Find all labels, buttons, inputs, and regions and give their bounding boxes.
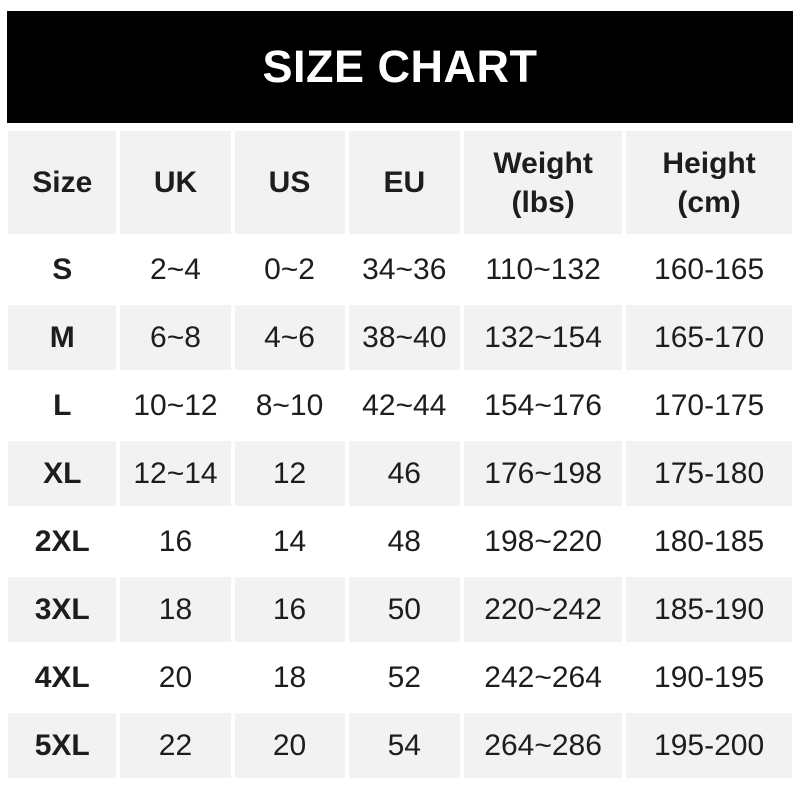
cell-us: 8~10: [234, 373, 345, 438]
cell-uk: 16: [120, 509, 231, 574]
cell-height: 170-175: [626, 373, 792, 438]
cell-size: 2XL: [8, 509, 117, 574]
cell-uk: 2~4: [120, 237, 231, 302]
table-row-l: L 10~12 8~10 42~44 154~176 170-175: [8, 373, 792, 438]
cell-weight: 154~176: [464, 373, 623, 438]
cell-height: 190-195: [626, 645, 792, 710]
cell-eu: 38~40: [348, 305, 461, 370]
header-row: Size UK US EU Weight (lbs) Height (cm): [8, 131, 792, 234]
size-chart-banner: SIZE CHART: [7, 11, 793, 123]
cell-eu: 54: [348, 713, 461, 778]
cell-uk: 18: [120, 577, 231, 642]
size-chart-table: Size UK US EU Weight (lbs) Height (cm) S…: [4, 128, 796, 781]
cell-eu: 48: [348, 509, 461, 574]
cell-weight: 176~198: [464, 441, 623, 506]
cell-us: 16: [234, 577, 345, 642]
cell-size: S: [8, 237, 117, 302]
cell-weight: 110~132: [464, 237, 623, 302]
table-row-m: M 6~8 4~6 38~40 132~154 165-170: [8, 305, 792, 370]
cell-uk: 22: [120, 713, 231, 778]
cell-us: 20: [234, 713, 345, 778]
cell-height: 160-165: [626, 237, 792, 302]
column-header-us: US: [234, 131, 345, 234]
cell-eu: 34~36: [348, 237, 461, 302]
size-chart-title: SIZE CHART: [262, 41, 538, 92]
cell-uk: 10~12: [120, 373, 231, 438]
cell-us: 4~6: [234, 305, 345, 370]
cell-size: XL: [8, 441, 117, 506]
cell-uk: 12~14: [120, 441, 231, 506]
cell-size: 5XL: [8, 713, 117, 778]
column-header-eu: EU: [348, 131, 461, 234]
table-row-2xl: 2XL 16 14 48 198~220 180-185: [8, 509, 792, 574]
cell-size: 3XL: [8, 577, 117, 642]
cell-size: 4XL: [8, 645, 117, 710]
table-row-3xl: 3XL 18 16 50 220~242 185-190: [8, 577, 792, 642]
cell-height: 185-190: [626, 577, 792, 642]
cell-weight: 264~286: [464, 713, 623, 778]
column-header-uk: UK: [120, 131, 231, 234]
cell-weight: 132~154: [464, 305, 623, 370]
cell-us: 18: [234, 645, 345, 710]
cell-weight: 242~264: [464, 645, 623, 710]
cell-us: 12: [234, 441, 345, 506]
cell-uk: 20: [120, 645, 231, 710]
cell-weight: 220~242: [464, 577, 623, 642]
table-row-5xl: 5XL 22 20 54 264~286 195-200: [8, 713, 792, 778]
table-row-4xl: 4XL 20 18 52 242~264 190-195: [8, 645, 792, 710]
column-header-height: Height (cm): [626, 131, 792, 234]
cell-height: 165-170: [626, 305, 792, 370]
cell-eu: 46: [348, 441, 461, 506]
column-header-weight: Weight (lbs): [464, 131, 623, 234]
cell-uk: 6~8: [120, 305, 231, 370]
table-row-xl: XL 12~14 12 46 176~198 175-180: [8, 441, 792, 506]
cell-eu: 50: [348, 577, 461, 642]
cell-height: 195-200: [626, 713, 792, 778]
cell-eu: 42~44: [348, 373, 461, 438]
cell-us: 0~2: [234, 237, 345, 302]
table-row-s: S 2~4 0~2 34~36 110~132 160-165: [8, 237, 792, 302]
cell-us: 14: [234, 509, 345, 574]
cell-size: L: [8, 373, 117, 438]
cell-height: 180-185: [626, 509, 792, 574]
cell-size: M: [8, 305, 117, 370]
cell-height: 175-180: [626, 441, 792, 506]
column-header-size: Size: [8, 131, 117, 234]
cell-eu: 52: [348, 645, 461, 710]
cell-weight: 198~220: [464, 509, 623, 574]
